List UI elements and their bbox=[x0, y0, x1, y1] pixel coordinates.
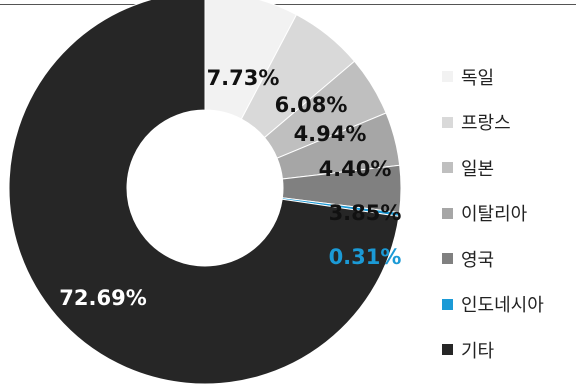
legend-label: 이탈리아 bbox=[461, 204, 528, 226]
legend-item-indonesia: 인도네시아 bbox=[442, 282, 576, 328]
legend-swatch bbox=[442, 207, 453, 219]
legend-item-germany: 독일 bbox=[442, 54, 576, 100]
data-label-4: 4.40% bbox=[319, 157, 392, 181]
top-rule bbox=[0, 4, 576, 5]
data-label-6: 0.31% bbox=[329, 245, 402, 269]
legend-swatch bbox=[442, 298, 453, 310]
legend-label: 기타 bbox=[461, 340, 495, 362]
data-label-5: 3.85% bbox=[329, 201, 402, 225]
data-label-7: 72.69% bbox=[59, 286, 146, 310]
data-label-2: 6.08% bbox=[275, 93, 348, 117]
legend-label: 프랑스 bbox=[461, 113, 511, 135]
legend: 독일 프랑스 일본 이탈리아 영국 인도네시아 기타 bbox=[442, 54, 576, 373]
legend-item-italy: 이탈리아 bbox=[442, 191, 576, 237]
legend-swatch bbox=[442, 116, 453, 128]
legend-label: 영국 bbox=[461, 249, 495, 271]
legend-label: 인도네시아 bbox=[461, 295, 544, 317]
legend-item-france: 프랑스 bbox=[442, 100, 576, 146]
legend-swatch bbox=[442, 344, 453, 356]
legend-swatch bbox=[442, 253, 453, 265]
legend-item-japan: 일본 bbox=[442, 145, 576, 191]
data-label-1: 7.73% bbox=[207, 66, 280, 90]
data-labels: 7.73% 6.08% 4.94% 4.40% 3.85% 0.31% 72.69% bbox=[59, 66, 401, 310]
legend-label: 독일 bbox=[461, 67, 495, 89]
legend-label: 일본 bbox=[461, 158, 495, 180]
legend-item-uk: 영국 bbox=[442, 236, 576, 282]
slice-7 bbox=[8, 0, 400, 385]
legend-item-other: 기타 bbox=[442, 327, 576, 373]
slices bbox=[8, 0, 402, 385]
legend-swatch bbox=[442, 71, 453, 83]
data-label-3: 4.94% bbox=[294, 122, 367, 146]
legend-swatch bbox=[442, 162, 453, 174]
